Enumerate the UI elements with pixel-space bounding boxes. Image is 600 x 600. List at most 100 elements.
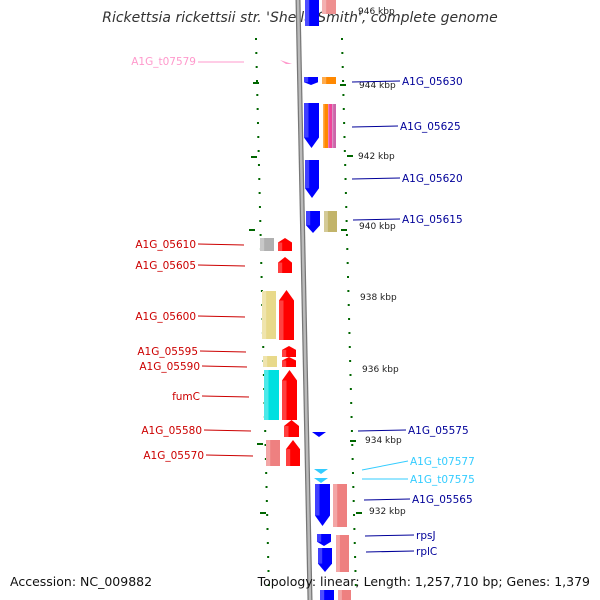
major-tick-left — [253, 82, 259, 84]
tick-dot-right — [344, 164, 347, 166]
feature-box-violet-shade — [332, 104, 334, 148]
feature-box-violet — [332, 104, 336, 148]
feature-box-pink — [333, 484, 347, 527]
tick-dot-left — [267, 556, 270, 558]
gene-label-left: A1G_05605 — [135, 260, 196, 272]
feature-box-orange — [322, 77, 336, 84]
forward-gene-arrow — [282, 370, 297, 420]
tick-dot-left — [258, 178, 261, 180]
tick-dot-right — [350, 430, 353, 432]
tick-dot-left — [258, 192, 261, 194]
tick-dot-right — [350, 416, 353, 418]
tick-dot-left — [260, 290, 263, 292]
reverse-gene-arrow — [304, 103, 319, 148]
accession-label: Accession: NC_009882 — [10, 574, 153, 589]
reverse-gene-box — [320, 590, 334, 600]
gene-label-left: A1G_05595 — [137, 346, 198, 358]
tick-dot-left — [260, 262, 263, 264]
gene-label-right: A1G_t07575 — [410, 474, 475, 486]
tick-dot-left — [259, 234, 262, 236]
gene-leader-line — [363, 498, 411, 501]
gene-label-left: A1G_05580 — [141, 425, 202, 437]
forward-gene-arrow-shade — [279, 300, 284, 340]
feature-box-khaki-shade — [324, 211, 328, 232]
gene-leader-line — [197, 264, 246, 267]
tick-dot-left — [266, 514, 269, 516]
tick-dot-left — [267, 584, 270, 586]
reverse-gene-arrow-shade — [305, 160, 310, 189]
tick-dot-right — [346, 248, 349, 250]
feature-box-pink-shade — [266, 440, 271, 466]
major-tick-left — [260, 512, 266, 514]
feature-box-grey — [260, 238, 274, 251]
tick-dot-right — [342, 94, 345, 96]
tick-dot-right — [341, 52, 344, 54]
kbp-label: 944 kbp — [359, 81, 396, 91]
tick-dot-right — [347, 290, 350, 292]
gene-leader-line — [351, 125, 399, 128]
gene-leader-line — [351, 80, 401, 83]
kbp-label: 932 kbp — [369, 507, 406, 517]
forward-gene-arrow-shade — [278, 262, 283, 273]
gene-label-left: A1G_05570 — [143, 450, 204, 462]
tick-dot-right — [348, 346, 351, 348]
major-tick-right — [356, 512, 362, 514]
topology-label: Topology: linear; Length: 1,257,710 bp; … — [257, 574, 590, 589]
reverse-gene-arrow — [315, 484, 330, 526]
tick-dot-left — [264, 430, 267, 432]
gene-label-right: A1G_05625 — [400, 121, 461, 133]
tick-dot-left — [255, 80, 258, 82]
forward-gene-arrow — [278, 257, 292, 273]
forward-gene-arrow-shade — [282, 380, 287, 420]
tick-dot-right — [347, 276, 350, 278]
gene-leader-line — [201, 395, 250, 398]
tick-dot-right — [342, 108, 345, 110]
tick-dot-left — [266, 542, 269, 544]
tick-dot-right — [352, 500, 355, 502]
trna-reverse-arrow — [314, 478, 328, 483]
feature-box-pink-shade — [322, 0, 327, 14]
feature-box-grey-shade — [260, 238, 265, 251]
tick-dot-right — [343, 122, 346, 124]
tick-dot-left — [264, 444, 267, 446]
reverse-gene-arrow-shade — [317, 534, 322, 542]
reverse-gene-box — [305, 0, 319, 26]
tick-dot-right — [348, 332, 351, 334]
gene-leader-line — [197, 243, 245, 246]
gene-leader-line — [365, 550, 415, 553]
tick-dot-right — [352, 486, 355, 488]
reverse-gene-box-shade — [320, 590, 325, 600]
gene-label-right: rpsJ — [416, 530, 436, 542]
reverse-gene-arrow — [317, 534, 331, 546]
tick-dot-right — [349, 360, 352, 362]
tick-dot-left — [257, 164, 260, 166]
major-tick-right — [347, 155, 353, 157]
reverse-gene-arrow-shade — [318, 548, 323, 564]
gene-label-left: A1G_05610 — [135, 239, 196, 251]
gene-label-left: A1G_05590 — [139, 361, 200, 373]
feature-box-pink-shade — [336, 535, 340, 572]
gene-label-right: A1G_05565 — [412, 494, 473, 506]
gene-leader-line — [352, 218, 401, 221]
tick-dot-left — [256, 108, 259, 110]
tick-dot-right — [354, 570, 357, 572]
tick-dot-left — [256, 122, 259, 124]
gene-leader-line — [351, 177, 401, 180]
tick-dot-left — [266, 528, 269, 530]
reverse-gene-arrow — [312, 432, 326, 437]
feature-box-pink-shade — [333, 484, 338, 527]
gene-leader-line — [357, 429, 407, 432]
tick-dot-left — [257, 136, 260, 138]
gene-leader-line — [201, 365, 248, 368]
tick-dot-left — [265, 500, 268, 502]
genome-backbone-highlight — [296, 0, 312, 600]
tick-dot-right — [351, 458, 354, 460]
gene-label-left: A1G_05600 — [135, 311, 196, 323]
kbp-label: 946 kbp — [358, 7, 395, 17]
forward-gene-arrow-shade — [278, 242, 283, 251]
tick-dot-right — [349, 388, 352, 390]
gene-label-right: A1G_05575 — [408, 425, 469, 437]
tick-dot-left — [256, 94, 259, 96]
reverse-gene-arrow-shade — [306, 211, 311, 226]
